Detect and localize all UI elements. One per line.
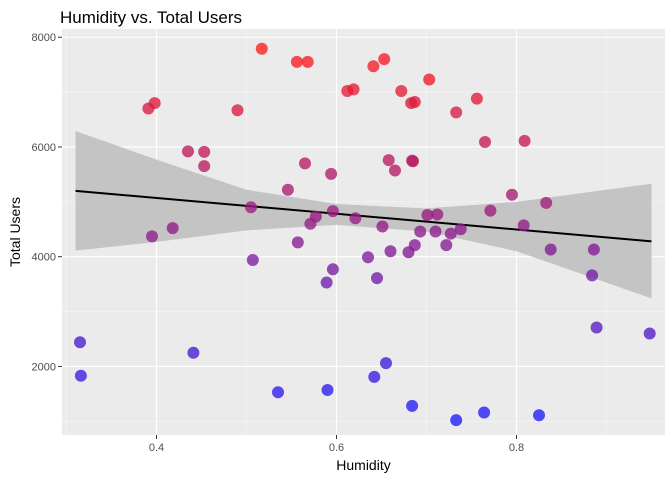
y-tick-label: 8000 [32,32,56,44]
data-point [304,217,317,230]
data-point [423,73,436,86]
x-tick-label: 0.8 [509,442,524,454]
data-point [586,269,599,282]
data-point [198,145,211,158]
data-point [450,106,463,119]
data-point [421,208,434,221]
y-axis: 2000 4000 6000 8000 [32,32,62,373]
data-point [290,55,303,68]
data-point [187,346,200,359]
data-point [544,243,557,256]
data-point [281,183,294,196]
data-point [326,263,339,276]
data-point [382,154,395,167]
data-point [198,160,211,173]
data-point [291,236,304,249]
data-point [326,205,339,218]
data-point [384,245,397,258]
data-point [380,357,392,370]
data-point [231,104,244,117]
data-point [478,406,491,419]
y-tick-label: 6000 [32,142,56,154]
data-point [406,399,419,412]
y-tick-label: 4000 [32,252,56,264]
data-point [371,272,383,285]
y-tick-label: 2000 [32,361,56,373]
data-point [255,42,268,55]
data-point [484,204,497,217]
x-tick-label: 0.6 [329,442,344,454]
data-point [362,251,374,264]
data-point [368,370,381,383]
data-point [376,220,389,233]
data-point [408,95,421,108]
data-point [540,196,553,209]
data-point [272,386,284,399]
data-point [367,60,380,73]
data-point [301,55,314,68]
data-point [479,136,491,149]
data-point [429,225,442,238]
data-point [590,321,603,334]
chart-title: Humidity vs. Total Users [60,8,242,27]
x-axis-title: Humidity [336,457,390,473]
data-point [395,84,408,97]
data-point [378,53,391,66]
data-point [450,414,463,427]
data-point [389,164,401,177]
data-point [414,225,427,238]
data-point [299,157,311,170]
x-tick-label: 0.4 [149,442,164,454]
data-point [74,336,86,349]
data-point [407,155,419,168]
data-point [142,102,155,115]
data-points [74,42,656,427]
data-point [506,188,518,201]
data-point [246,253,259,266]
data-point [643,327,656,340]
x-axis: 0.4 0.6 0.8 [149,435,524,454]
data-point [74,369,87,382]
confidence-ribbon [75,131,652,299]
data-point [166,222,179,235]
data-point [587,243,600,256]
data-point [444,227,457,240]
y-axis-title: Total Users [7,197,23,267]
data-point [341,84,354,97]
data-point [245,201,257,214]
data-point [146,230,158,243]
data-point [349,212,362,225]
data-point [454,223,467,236]
trend-line [75,189,652,243]
data-point [402,246,415,259]
data-point [470,92,483,105]
data-point [517,219,530,232]
data-point [321,384,334,397]
data-point [431,208,444,221]
data-point [325,167,338,180]
data-point [533,409,545,422]
data-point [518,134,531,147]
data-point [182,145,194,158]
data-point [320,276,333,289]
data-point [440,239,453,252]
